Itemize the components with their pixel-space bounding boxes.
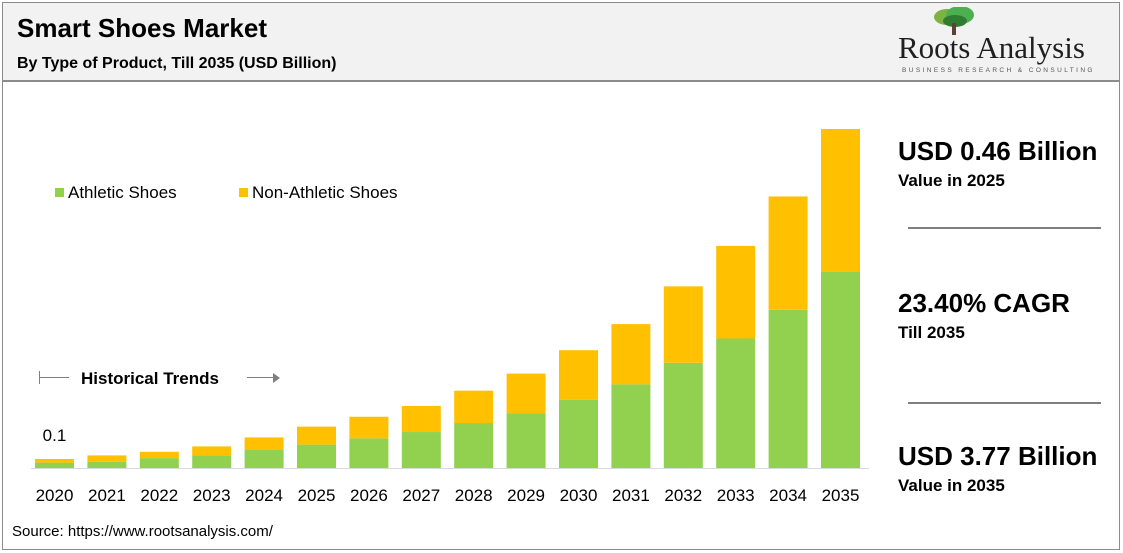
roots-analysis-logo: Roots Analysis BUSINESS RESEARCH & CONSU…: [883, 7, 1113, 77]
x-tick-label: 2032: [664, 486, 702, 505]
bar-non-athletic-2026: [349, 416, 389, 439]
bar-athletic-2027: [401, 432, 441, 468]
chart-title: Smart Shoes Market: [17, 13, 267, 43]
legend-swatch-athletic: [55, 188, 64, 197]
bar-athletic-2033: [716, 338, 756, 468]
bar-non-athletic-2032: [663, 286, 703, 363]
stat-value-2035: USD 3.77 Billion Value in 2035: [898, 441, 1113, 496]
bar-non-athletic-2024: [244, 437, 284, 451]
legend-swatch-non-athletic: [239, 188, 248, 197]
x-tick-label: 2031: [612, 486, 650, 505]
bar-athletic-2025: [297, 444, 336, 468]
historical-trends-label: Historical Trends: [81, 369, 219, 388]
bar-non-athletic-2029: [506, 373, 546, 414]
data-label: 0.1: [43, 426, 67, 445]
stat-caption: Value in 2035: [898, 476, 1005, 495]
stat-caption: Till 2035: [898, 323, 965, 342]
legend-label-athletic: Athletic Shoes: [68, 183, 177, 202]
historical-trends-marker: Historical Trends: [37, 367, 287, 389]
stat-caption: Value in 2025: [898, 171, 1005, 190]
logo-name: Roots Analysis: [898, 30, 1085, 65]
arrow-right-icon: [273, 373, 280, 383]
bar-non-athletic-2030: [559, 350, 598, 400]
stat-cagr: 23.40% CAGR Till 2035: [898, 288, 1113, 343]
bar-non-athletic-2023: [192, 446, 232, 456]
bar-non-athletic-2025: [297, 426, 336, 445]
bar-non-athletic-2034: [768, 196, 808, 310]
x-tick-label: 2028: [455, 486, 493, 505]
bar-athletic-2032: [663, 362, 703, 468]
x-tick-label: 2030: [560, 486, 598, 505]
bar-athletic-2028: [454, 423, 494, 468]
bracket-line-right: [247, 377, 279, 378]
logo-tagline: BUSINESS RESEARCH & CONSULTING: [902, 67, 1095, 74]
bar-non-athletic-2031: [611, 324, 651, 385]
bar-athletic-2030: [559, 399, 598, 468]
bracket-line-left: [39, 377, 69, 378]
bar-athletic-2024: [244, 450, 284, 468]
x-tick-label: 2021: [88, 486, 126, 505]
x-tick-label: 2023: [193, 486, 231, 505]
bar-athletic-2031: [611, 384, 651, 468]
stat-divider: [908, 402, 1101, 404]
bar-athletic-2020: [35, 462, 74, 468]
legend-label-non-athletic: Non-Athletic Shoes: [252, 183, 398, 202]
bar-non-athletic-2033: [716, 245, 756, 339]
x-tick-label: 2027: [402, 486, 440, 505]
x-tick-label: 2034: [769, 486, 807, 505]
x-tick-label: 2022: [140, 486, 178, 505]
stat-value-2025: USD 0.46 Billion Value in 2025: [898, 136, 1113, 191]
bar-chart: 2020 2021 2022 2023 2024 2025 2026 2027 2028 2029…: [31, 129, 869, 505]
x-tick-label: 2035: [822, 486, 860, 505]
stat-value: USD 3.77 Billion: [898, 441, 1098, 471]
x-tick-label: 2033: [717, 486, 755, 505]
bar-non-athletic-2021: [87, 455, 127, 462]
bar-athletic-2026: [349, 438, 389, 468]
bar-athletic-2023: [192, 455, 232, 468]
bar-athletic-2035: [821, 271, 860, 468]
stat-value: 23.40% CAGR: [898, 288, 1070, 318]
chart-subtitle: By Type of Product, Till 2035 (USD Billi…: [17, 55, 337, 72]
x-tick-label: 2024: [245, 486, 283, 505]
bar-athletic-2022: [139, 458, 179, 468]
tree-icon: [934, 7, 974, 35]
bar-athletic-2034: [768, 309, 808, 468]
stat-divider: [908, 227, 1101, 229]
bar-athletic-2029: [506, 413, 546, 468]
header-band: Smart Shoes Market By Type of Product, T…: [3, 3, 1119, 82]
x-tick-label: 2026: [350, 486, 388, 505]
x-tick-label: 2020: [36, 486, 74, 505]
bar-non-athletic-2027: [401, 405, 441, 433]
bar-non-athletic-2035: [821, 129, 860, 272]
bar-non-athletic-2028: [454, 390, 494, 424]
stat-value: USD 0.46 Billion: [898, 136, 1098, 166]
x-tick-label: 2029: [507, 486, 545, 505]
bar-athletic-2021: [87, 461, 127, 468]
source-note: Source: https://www.rootsanalysis.com/: [12, 523, 273, 540]
bar-non-athletic-2020: [35, 459, 74, 463]
x-tick-label: 2025: [298, 486, 336, 505]
bar-non-athletic-2022: [139, 451, 179, 459]
